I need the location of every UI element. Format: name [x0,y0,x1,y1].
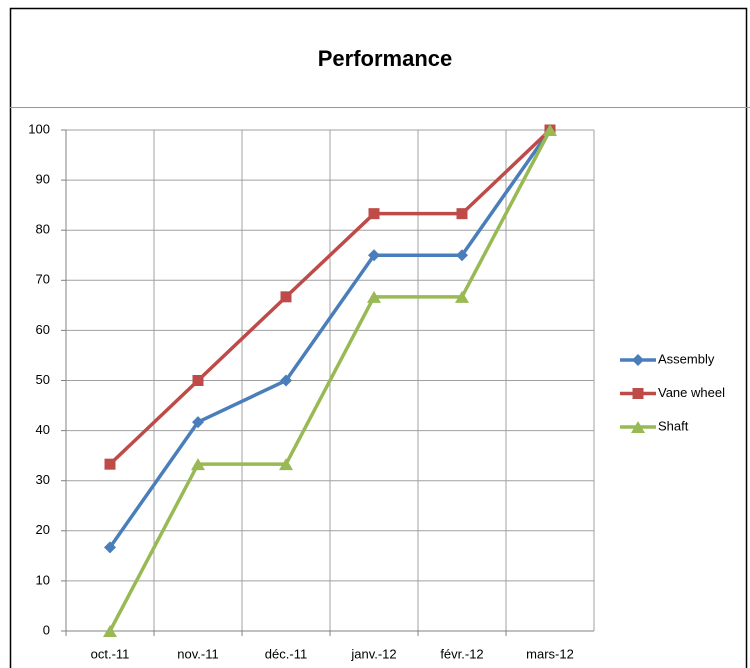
marker-diamond [104,541,116,554]
y-tick-label: 100 [28,121,50,136]
chart-frame [9,7,748,668]
y-tick-label: 20 [36,522,50,537]
marker-triangle [279,458,293,471]
legend-label: Assembly [658,351,715,366]
y-tick-label: 30 [36,472,50,487]
marker-triangle [191,458,205,471]
x-tick-label: oct.-11 [91,646,130,661]
y-tick-label: 90 [36,172,50,187]
series-line [108,128,552,549]
series-line [108,128,552,466]
marker-diamond [192,416,204,429]
marker-triangle [543,124,557,136]
y-tick-label: 10 [36,572,50,587]
x-tick-label: déc.-11 [265,646,307,661]
legend-label: Vane wheel [658,385,725,400]
marker-triangle [103,625,117,637]
y-tick-label: 40 [36,422,50,437]
chart-title: Performance [318,46,453,71]
marker-diamond [368,249,380,262]
marker-diamond [632,354,644,366]
marker-diamond [456,249,468,262]
marker-square [192,375,204,386]
marker-square [632,388,644,399]
x-tick-label: nov.-11 [177,646,218,661]
x-tick-label: mars-12 [526,646,574,661]
x-tick-label: janv.-12 [350,646,396,661]
marker-square [280,291,292,303]
marker-triangle [631,421,645,433]
y-tick-label: 50 [36,372,50,387]
y-tick-label: 80 [36,222,50,237]
marker-triangle [367,290,381,303]
x-tick-label: févr.-12 [440,646,483,661]
y-tick-label: 0 [43,622,50,637]
marker-triangle [455,290,469,303]
marker-square [368,208,380,220]
marker-square [104,458,116,470]
marker-diamond [280,374,292,387]
series-line [108,129,552,632]
legend-label: Shaft [658,418,689,433]
y-tick-label: 70 [36,272,50,287]
y-tick-label: 60 [36,322,50,337]
marker-square [456,208,468,220]
